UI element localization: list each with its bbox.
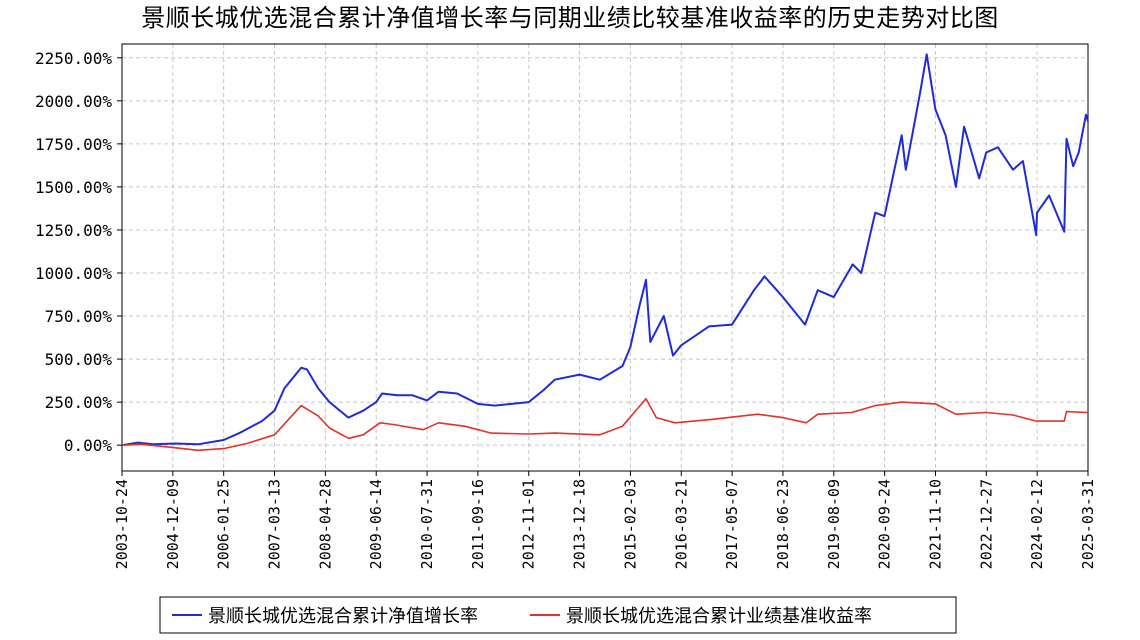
x-tick-label: 2003-10-24 <box>113 479 131 569</box>
x-tick-label: 2021-11-10 <box>926 479 944 569</box>
x-tick-label: 2011-09-16 <box>469 479 487 569</box>
x-tick-label: 2025-03-31 <box>1079 479 1097 569</box>
x-tick-label: 2007-03-13 <box>266 479 284 569</box>
legend-label-benchmark: 景顺长城优选混合累计业绩基准收益率 <box>566 606 872 627</box>
x-tick-label: 2019-08-09 <box>825 479 843 569</box>
legend-label-nav: 景顺长城优选混合累计净值增长率 <box>208 606 478 627</box>
x-tick-label: 2020-09-24 <box>876 479 894 569</box>
x-tick-label: 2024-02-12 <box>1028 479 1046 569</box>
x-tick-label: 2022-12-27 <box>977 479 995 569</box>
axes <box>121 43 1089 472</box>
y-tick-label: 1750.00% <box>35 135 112 154</box>
y-tick-label: 2250.00% <box>35 49 112 68</box>
y-tick-label: 2000.00% <box>35 92 112 111</box>
plot-frame <box>121 43 1089 472</box>
series-lines <box>121 53 1089 452</box>
y-tick-label: 1500.00% <box>35 178 112 197</box>
x-tick-label: 2012-11-01 <box>520 479 538 569</box>
chart-title: 景顺长城优选混合累计净值增长率与同期业绩比较基准收益率的历史走势对比图 <box>141 4 999 32</box>
y-tick-label: 250.00% <box>45 393 113 412</box>
series-line-benchmark <box>121 397 1089 452</box>
x-tick-label: 2016-03-21 <box>672 479 690 569</box>
x-tick-label: 2017-05-07 <box>723 479 741 569</box>
x-tick-label: 2004-12-09 <box>164 479 182 569</box>
y-tick-label: 750.00% <box>45 307 113 326</box>
y-tick-label: 500.00% <box>45 350 113 369</box>
x-tick-label: 2009-06-14 <box>367 479 385 569</box>
legend: 景顺长城优选混合累计净值增长率 景顺长城优选混合累计业绩基准收益率 <box>159 596 957 634</box>
series-line-nav <box>121 53 1089 447</box>
x-tick-label: 2013-12-18 <box>571 479 589 569</box>
y-tick-label: 0.00% <box>64 436 113 455</box>
y-axis-ticks: 0.00% 250.00% 500.00% 750.00% 1000.00% 1250.0… <box>35 49 122 455</box>
y-tick-label: 1250.00% <box>35 221 112 240</box>
x-tick-label: 2010-07-31 <box>418 479 436 569</box>
x-tick-label: 2006-01-25 <box>215 479 233 569</box>
y-tick-label: 1000.00% <box>35 264 112 283</box>
x-axis-ticks: 2003-10-24 2004-12-09 2006-01-25 2007-03-13… <box>113 471 1097 569</box>
x-tick-label: 2015-02-03 <box>621 479 639 569</box>
x-tick-label: 2008-04-28 <box>316 479 334 569</box>
x-tick-label: 2018-06-23 <box>774 479 792 569</box>
